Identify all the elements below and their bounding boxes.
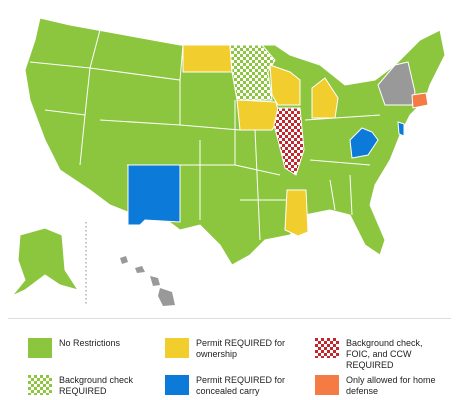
swatch-check [315,356,318,358]
swatch-check [46,387,49,390]
swatch-check [46,393,49,395]
swatch-check [324,353,327,356]
swatch-check [49,378,52,381]
swatch-check [336,353,339,356]
swatch-check [40,375,43,378]
swatch-check [333,344,336,347]
swatch-check [318,347,321,350]
legend-swatch [315,338,339,358]
swatch-check [40,381,43,384]
legend-label: Background check REQUIRED [59,375,134,396]
swatch-check [40,387,43,390]
separator [8,318,451,319]
state [397,121,405,137]
state [377,61,416,106]
state-borders [29,29,381,241]
state [273,107,305,176]
state [127,164,181,226]
state [182,44,233,73]
swatch-fill [165,375,189,395]
swatch-check [327,344,330,347]
state [236,99,281,131]
legend-swatch [165,338,189,358]
legend-item: Permit REQUIRED for concealed carry [165,375,286,397]
swatch-check [327,356,330,358]
swatch-check [31,384,34,387]
state [284,189,309,237]
legend-label: No Restrictions [59,338,121,348]
state [269,64,301,106]
legend-item: Only allowed for home defense [315,375,436,397]
legend-item: Permit REQUIRED for ownership [165,338,286,360]
swatch-check [330,341,333,344]
state [411,92,429,109]
swatch-check [28,387,31,390]
swatch-check [333,356,336,358]
state [349,127,379,159]
hawaii [120,256,175,306]
swatch-check [333,350,336,353]
swatch-check [336,347,339,350]
swatch-check [49,390,52,393]
swatch-check [321,338,324,341]
state [229,44,276,101]
legend-swatch [165,375,189,395]
legend-item: Background check, FOIC, and CCW REQUIRED [315,338,436,371]
swatch-check [43,378,46,381]
swatch-fill [165,338,189,358]
swatch-check [37,378,40,381]
us-map [11,17,446,306]
swatch-check [37,390,40,393]
swatch-check [321,356,324,358]
swatch-check [330,347,333,350]
swatch-check [34,393,37,395]
swatch-check [34,375,37,378]
alaska [11,227,80,297]
swatch-check [28,393,31,395]
legend-label: Only allowed for home defense [346,375,436,396]
swatch-check [327,338,330,341]
swatch-check [327,350,330,353]
swatch-check [34,381,37,384]
swatch-fill [315,375,339,395]
swatch-check [40,393,43,395]
swatch-check [43,390,46,393]
legend-label: Permit REQUIRED for ownership [196,338,286,359]
swatch-fill [28,338,52,358]
swatch-check [46,381,49,384]
swatch-check [37,384,40,387]
swatch-check [315,338,318,341]
legend-swatch [28,338,52,358]
legend-item: No Restrictions [28,338,149,358]
swatch-check [321,350,324,353]
swatch-check [318,353,321,356]
swatch-check [315,344,318,347]
swatch-check [43,384,46,387]
swatch-check [324,341,327,344]
swatch-check [333,338,336,341]
swatch-check [28,375,31,378]
legend-swatch [315,375,339,395]
swatch-check [318,341,321,344]
legend-item: Background check REQUIRED [28,375,149,397]
legend-swatch [28,375,52,395]
swatch-check [49,384,52,387]
swatch-check [321,344,324,347]
swatch-check [28,381,31,384]
legend-label: Background check, FOIC, and CCW REQUIRED [346,338,423,370]
swatch-check [46,375,49,378]
swatch-check [330,353,333,356]
swatch-check [315,350,318,353]
legend-label: Permit REQUIRED for concealed carry [196,375,286,396]
swatch-check [336,341,339,344]
swatch-check [31,378,34,381]
state [311,77,339,119]
swatch-check [34,387,37,390]
swatch-check [31,390,34,393]
swatch-check [324,347,327,350]
